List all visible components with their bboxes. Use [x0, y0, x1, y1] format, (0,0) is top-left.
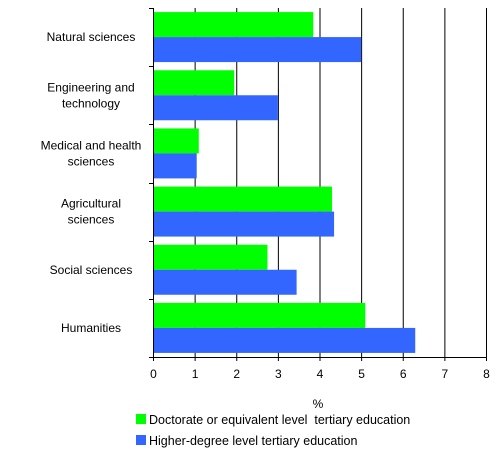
bar-doctorate [153, 70, 235, 96]
x-tick-label: 1 [192, 367, 199, 381]
x-tick-label: 6 [400, 367, 407, 381]
bar-doctorate [153, 12, 314, 38]
bar-higher-degree [153, 327, 416, 353]
legend-label: Higher-degree level tertiary education [149, 434, 357, 448]
bar-doctorate [153, 244, 268, 270]
bar-doctorate [153, 302, 366, 328]
bar-higher-degree [153, 95, 278, 121]
x-tick-label: 5 [358, 367, 365, 381]
legend-swatch [136, 435, 146, 445]
category-label: Natural sciences [47, 30, 136, 44]
bar-doctorate [153, 128, 199, 154]
category-label: Humanities [61, 321, 121, 335]
x-tick-label: 2 [233, 367, 240, 381]
bar-higher-degree [153, 211, 335, 237]
category-label: Medical and health sciences [41, 138, 142, 168]
category-label: Engineering and technology [47, 80, 134, 110]
bar-higher-degree [153, 37, 362, 63]
legend-swatch [136, 414, 146, 424]
x-axis-title: % [313, 397, 324, 411]
x-tick-label: 4 [317, 367, 324, 381]
x-tick-labels: 0 1 2 3 4 5 6 7 8 [150, 367, 490, 381]
bars [153, 12, 416, 353]
bar-higher-degree [153, 153, 197, 179]
x-tick-label: 7 [442, 367, 449, 381]
bar-higher-degree [153, 269, 297, 295]
x-tick-label: 3 [275, 367, 282, 381]
gridlines [194, 8, 487, 357]
x-tick-label: 0 [150, 367, 157, 381]
category-label: Agricultural sciences [61, 197, 121, 227]
bar-doctorate [153, 186, 332, 212]
x-tick-label: 8 [483, 367, 490, 381]
category-label: Social sciences [50, 263, 133, 277]
axes [149, 8, 487, 361]
legend-label: Doctorate or equivalent level tertiary e… [149, 413, 410, 427]
category-labels: Natural sciences Engineering and technolog… [41, 30, 142, 335]
legend: Doctorate or equivalent level tertiary e… [136, 413, 410, 448]
